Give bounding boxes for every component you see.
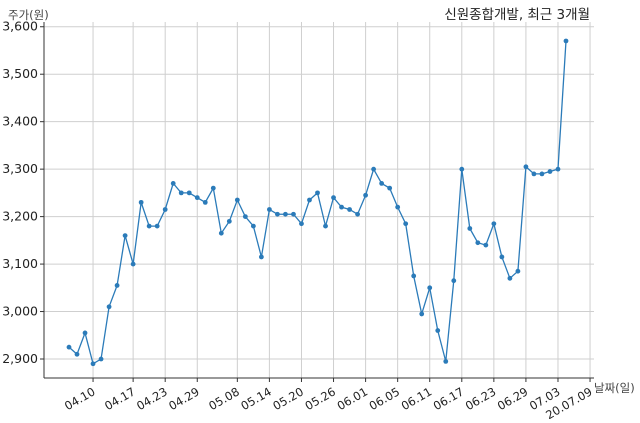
data-point — [267, 207, 272, 212]
y-axis-title: 주가(원) — [8, 8, 49, 22]
data-point — [138, 199, 144, 205]
x-tick-label: 06.05 — [367, 384, 403, 413]
chart-title: 신원종합개발, 최근 3개월 — [444, 7, 590, 23]
y-tick-label: 3,000 — [2, 304, 38, 319]
x-tick-label: 05.08 — [206, 384, 242, 413]
data-point — [323, 223, 328, 229]
data-point — [451, 278, 457, 284]
x-tick-label: 06.17 — [431, 384, 467, 413]
data-point — [242, 214, 248, 220]
x-axis-title: 날짜(일) — [594, 381, 635, 395]
data-point — [146, 223, 152, 229]
data-point — [114, 283, 120, 288]
x-tick-label: 05.26 — [303, 384, 339, 413]
data-point — [194, 195, 200, 201]
data-point — [315, 190, 320, 196]
series — [66, 38, 569, 367]
x-tick-label: 05.20 — [270, 384, 306, 413]
data-point — [427, 285, 433, 291]
y-tick-label: 3,100 — [2, 256, 38, 271]
data-point — [82, 330, 88, 336]
data-point — [154, 223, 160, 229]
x-tick-label: 04.29 — [166, 384, 202, 413]
data-point — [122, 233, 128, 239]
y-tick-label: 3,500 — [2, 66, 38, 81]
y-tick-label: 3,600 — [2, 19, 38, 34]
x-tick-label: 05.14 — [238, 384, 274, 413]
data-point — [467, 226, 473, 231]
data-point — [395, 204, 401, 210]
data-point — [186, 190, 192, 196]
x-tick-label: 06.11 — [399, 384, 435, 413]
data-point — [339, 204, 344, 210]
data-point — [387, 185, 393, 191]
data-point — [555, 166, 561, 172]
data-point — [491, 221, 497, 227]
y-tick-label: 3,300 — [2, 161, 38, 176]
data-point — [499, 254, 505, 260]
data-point — [210, 185, 216, 191]
data-point — [523, 164, 529, 170]
data-point — [347, 207, 352, 212]
data-point — [475, 240, 481, 246]
data-point — [483, 242, 489, 248]
data-point — [515, 268, 521, 274]
data-point — [162, 207, 168, 212]
data-point — [307, 197, 312, 203]
data-point — [218, 230, 224, 236]
data-point — [443, 358, 449, 364]
data-point — [531, 171, 537, 177]
data-point — [371, 166, 377, 172]
data-point — [98, 356, 104, 362]
data-point — [459, 166, 465, 172]
x-tick-label: 06.01 — [335, 384, 371, 413]
y-tick-label: 2,900 — [2, 351, 38, 366]
data-point — [563, 38, 569, 44]
data-point — [170, 180, 176, 186]
data-point — [66, 344, 72, 350]
data-point — [411, 273, 417, 279]
x-tick-label: 04.17 — [102, 384, 138, 413]
data-point — [331, 195, 336, 201]
x-tick-label: 04.23 — [134, 384, 170, 413]
series-line — [68, 40, 567, 365]
data-point — [90, 361, 96, 367]
data-point — [202, 199, 208, 205]
data-point — [539, 171, 545, 177]
data-point — [250, 223, 256, 229]
data-point — [275, 211, 280, 217]
y-tick-label: 3,400 — [2, 114, 38, 129]
data-point — [130, 261, 136, 267]
data-point — [234, 197, 240, 203]
data-point — [299, 221, 304, 227]
x-tick-label: 06.29 — [495, 384, 531, 413]
data-point — [363, 192, 368, 198]
y-tick-labels: 2,900 3,000 3,100 3,200 3,300 3,400 3,500 3,600 — [2, 19, 38, 366]
data-point — [74, 351, 80, 357]
data-point — [355, 211, 360, 217]
data-point — [435, 328, 441, 333]
data-point — [106, 304, 112, 310]
data-point — [379, 180, 385, 186]
data-point — [419, 311, 425, 317]
data-point — [403, 221, 409, 227]
data-point — [258, 254, 264, 260]
x-tick-label: 06.23 — [463, 384, 499, 413]
data-point — [226, 218, 232, 224]
y-tick-label: 3,200 — [2, 209, 38, 224]
data-point — [507, 275, 513, 281]
data-point — [178, 190, 184, 196]
data-point — [291, 211, 296, 217]
data-point — [547, 169, 553, 174]
x-tick-label: 04.10 — [62, 384, 98, 413]
data-point — [283, 211, 288, 217]
axes — [40, 22, 594, 382]
